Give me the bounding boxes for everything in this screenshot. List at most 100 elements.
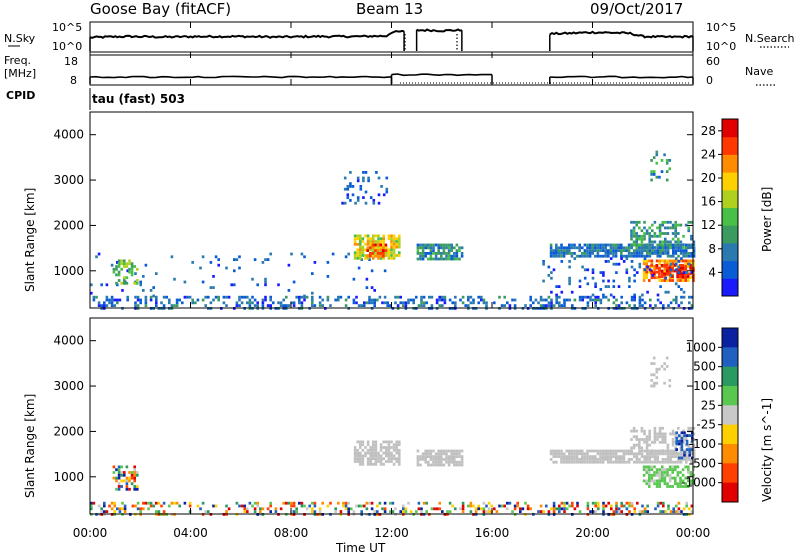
heatmap-cell [558,504,561,508]
heatmap-cell [664,432,667,436]
heatmap-cell [285,501,288,505]
freq-line-segment-0 [89,75,392,79]
heatmap-cell [110,507,114,511]
heatmap-cell [638,249,641,252]
heatmap-cell [602,295,605,299]
heatmap-cell [116,261,119,264]
heatmap-cell [565,252,568,255]
heatmap-cell [627,460,631,464]
heatmap-cell [688,507,691,511]
heatmap-cell [642,273,646,277]
heatmap-cell [628,501,631,505]
heatmap-cell [643,246,646,249]
heatmap-cell [359,248,362,252]
heatmap-cell [212,275,215,278]
heatmap-cell [395,237,398,241]
heatmap-cell [643,226,646,230]
heatmap-cell [688,434,691,437]
heatmap-cell [692,252,696,255]
heatmap-cell [441,510,444,513]
heatmap-cell [458,452,461,456]
heatmap-cell [455,460,459,464]
heatmap-cell [128,487,131,491]
heatmap-cell [217,298,220,302]
heatmap-cell [356,179,360,183]
heatmap-cell [552,460,555,464]
heatmap-cell [664,458,667,461]
heatmap-cell [583,276,587,280]
heatmap-cell [679,479,682,483]
heatmap-cell [115,273,118,277]
heatmap-cell [684,476,687,480]
heatmap-cell [599,254,602,258]
heatmap-cell [594,282,597,286]
heatmap-cell [601,246,605,250]
heatmap-cell [583,252,587,255]
heatmap-cell [374,451,378,455]
heatmap-cell [459,298,462,302]
heatmap-cell [652,362,656,365]
heatmap-cell [671,226,675,230]
heatmap-cell [674,246,677,249]
heatmap-cell [227,507,231,511]
heatmap-cell [676,269,679,273]
heatmap-cell [633,298,636,302]
heatmap-cell [395,242,398,246]
heatmap-cell [292,501,296,505]
heatmap-cell [359,237,362,241]
heatmap-cell [362,179,365,183]
heatmap-cell [382,252,385,255]
heatmap-cell [402,301,405,305]
heatmap-cell [311,510,314,513]
heatmap-cell [638,226,641,230]
heatmap-cell [671,237,675,241]
heatmap-cell [581,455,584,458]
heatmap-cell [648,479,651,483]
heatmap-cell [432,449,435,453]
heatmap-cell [640,234,644,238]
heatmap-cell [311,291,314,295]
heatmap-cell [383,295,387,299]
heatmap-cell [656,504,660,508]
heatmap-cell [305,295,309,299]
heatmap-cell [372,457,375,461]
heatmap-cell [369,457,372,461]
heatmap-cell [343,201,347,205]
heatmap-cell [117,465,121,469]
heatmap-cell [679,246,683,249]
heatmap-cell [578,298,582,302]
heatmap-cell [352,301,356,305]
heatmap-cell [656,249,659,252]
heatmap-cell [346,193,350,197]
heatmap-cell [682,295,686,299]
heatmap-cell [100,283,103,287]
heatmap-cell [562,252,566,255]
heatmap-cell [295,507,298,511]
heatmap-cell [506,501,509,505]
heatmap-cell [653,432,657,436]
heatmap-cell [632,232,636,235]
heatmap-cell [356,254,359,257]
heatmap-cell [387,443,391,447]
heatmap-cell [256,501,259,505]
heatmap-cell [651,246,654,250]
heatmap-cell [664,249,667,252]
heatmap-cell [617,243,620,247]
heatmap-cell [643,455,646,458]
heatmap-cell [651,234,654,238]
heatmap-cell [674,234,677,238]
heatmap-cell [671,223,675,227]
heatmap-cell [279,304,283,307]
heatmap-cell [681,266,685,270]
heatmap-cell [240,295,244,299]
heatmap-cell [115,468,118,472]
heatmap-cell [568,260,571,263]
heatmap-cell [643,440,646,444]
heatmap-cell [633,274,636,277]
heatmap-cell [437,460,440,464]
heatmap-cell [136,507,140,511]
date-title: 09/Oct/2017 [590,0,683,18]
heatmap-cell [659,252,662,255]
heatmap-cell [666,471,669,474]
